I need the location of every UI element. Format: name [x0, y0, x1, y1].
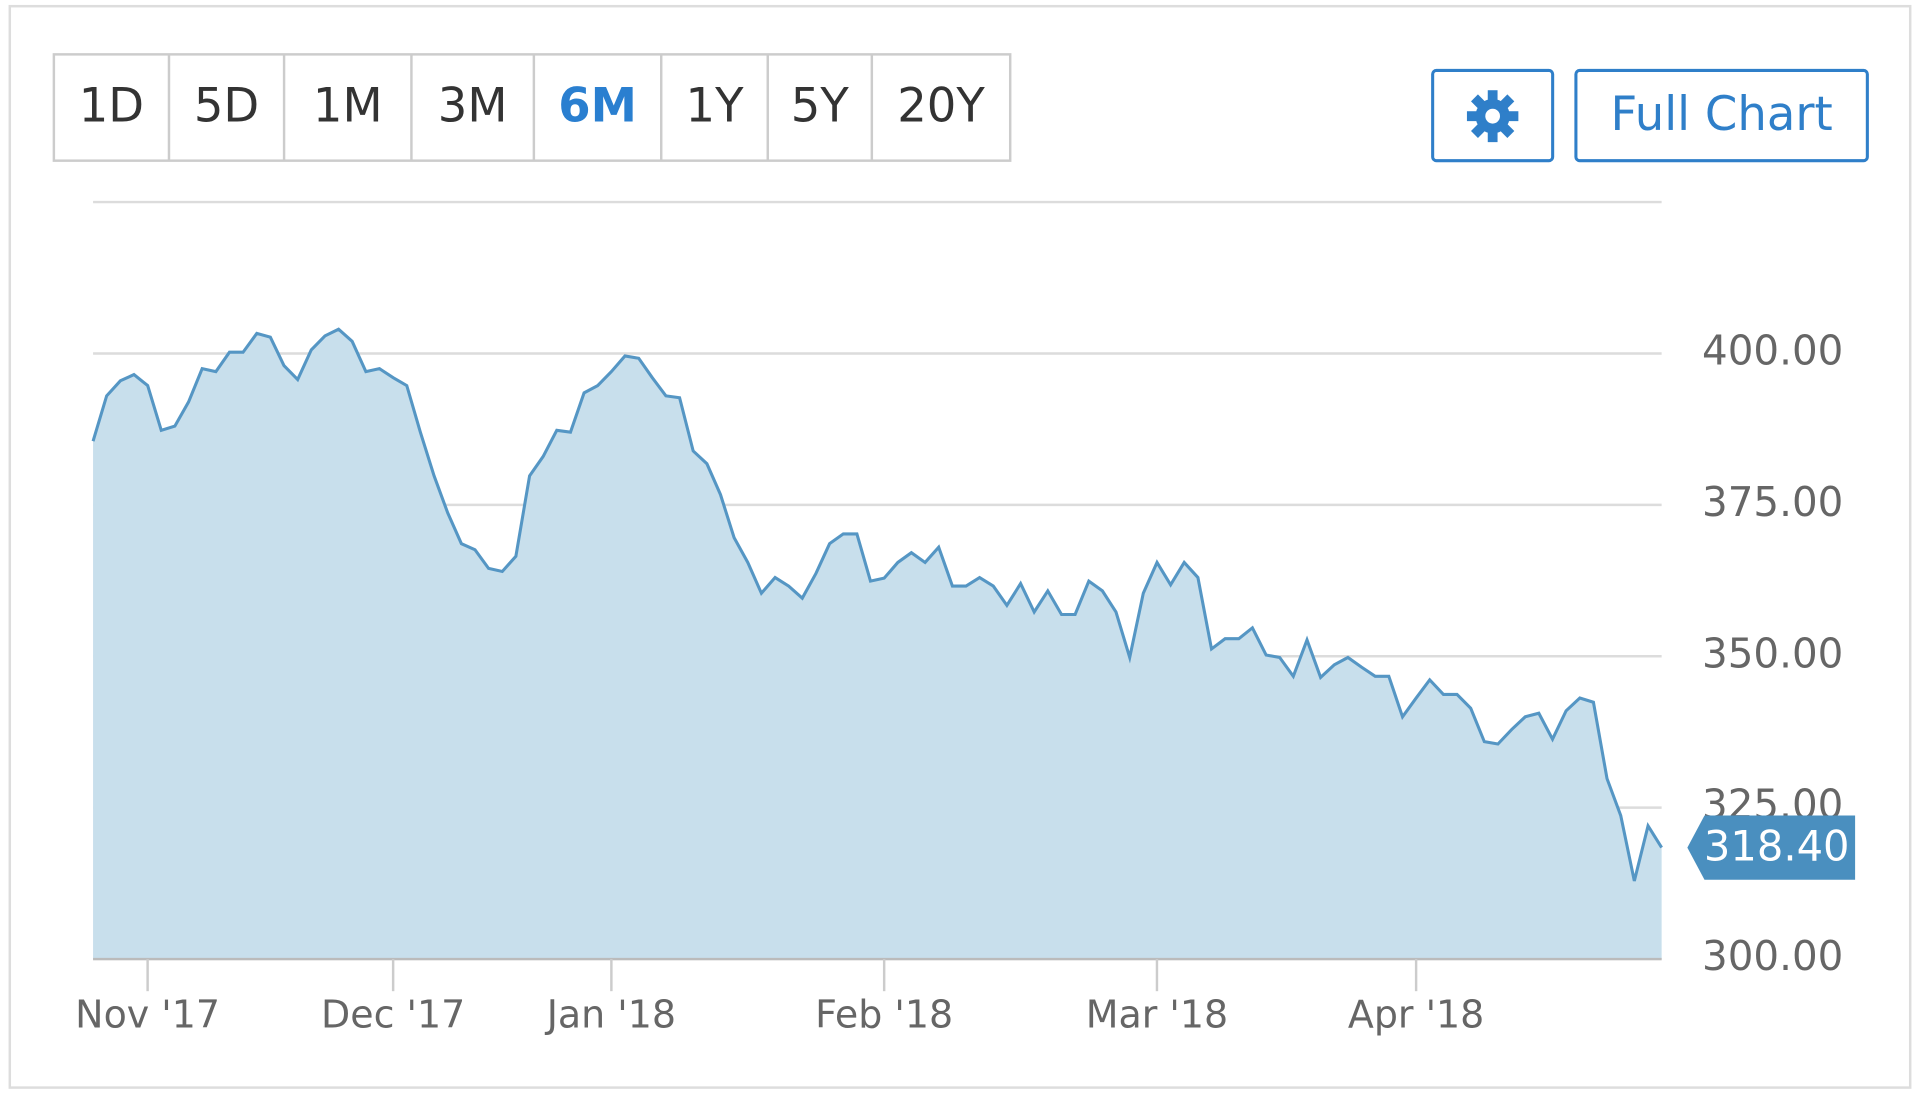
x-tick-label: Dec '17: [321, 993, 465, 1037]
range-button[interactable]: 5D: [194, 79, 259, 133]
range-button[interactable]: 6M: [558, 79, 637, 133]
x-tick-label: Nov '17: [75, 993, 220, 1037]
y-tick-label: 350.00: [1702, 629, 1843, 677]
x-tick-label: Apr '18: [1348, 993, 1484, 1037]
range-button[interactable]: 3M: [438, 79, 508, 133]
x-tick-label: Feb '18: [815, 993, 953, 1037]
range-button[interactable]: 1D: [79, 79, 144, 133]
last-price-label: 318.40: [1704, 821, 1850, 870]
full-chart-box[interactable]: [1574, 68, 1869, 163]
full-chart-label[interactable]: Full Chart: [1611, 88, 1833, 142]
full-chart-button[interactable]: Full Chart: [1574, 68, 1869, 163]
range-button[interactable]: 1M: [313, 79, 383, 133]
range-button[interactable]: 20Y: [897, 79, 985, 133]
y-tick-label: 300.00: [1702, 932, 1843, 980]
x-tick-label: Jan '18: [545, 993, 676, 1037]
x-tick-label: Mar '18: [1086, 993, 1228, 1037]
range-button[interactable]: 5Y: [791, 79, 849, 133]
gear-icon: [1466, 90, 1519, 143]
button-group-box: [52, 53, 1012, 162]
range-button[interactable]: 1Y: [685, 79, 743, 133]
settings-button[interactable]: [1431, 68, 1555, 163]
y-tick-label: 375.00: [1702, 478, 1843, 526]
plot: 300.00325.00350.00375.00400.00318.40Nov …: [75, 200, 1856, 1037]
range-buttons: 1D 5D 1M 3M 6M 1Y 5Y 20Y: [52, 53, 1012, 162]
y-tick-label: 400.00: [1702, 326, 1843, 374]
price-line: [91, 327, 1663, 882]
last-price-tag: [1687, 815, 1856, 880]
area-fill: [93, 329, 1662, 960]
